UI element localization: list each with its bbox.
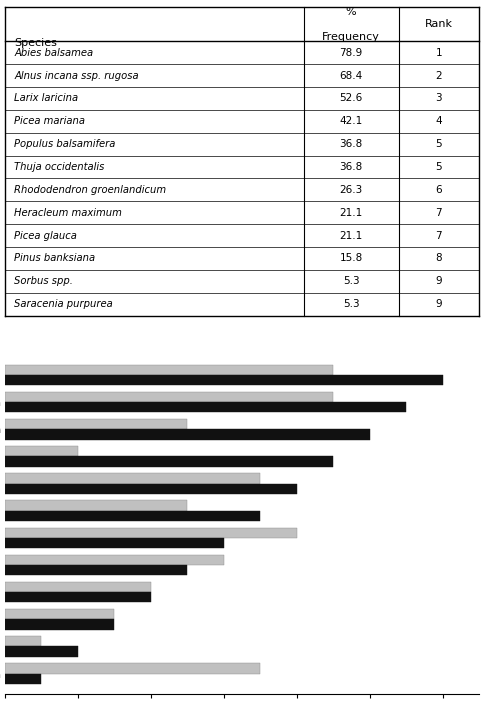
Bar	[5, 554, 224, 565]
Bar	[5, 538, 224, 548]
Text: 21.1: 21.1	[339, 231, 363, 240]
Text: Alnus incana ssp. rugosa: Alnus incana ssp. rugosa	[15, 71, 139, 81]
Text: 3: 3	[436, 93, 442, 104]
Text: Pinus banksiana: Pinus banksiana	[15, 254, 95, 264]
Bar	[5, 646, 78, 657]
Bar	[5, 609, 114, 619]
Text: 8: 8	[436, 254, 442, 264]
Text: Abies balsamea: Abies balsamea	[15, 48, 93, 57]
Text: 5: 5	[436, 139, 442, 149]
Bar	[5, 484, 297, 494]
Text: 15.8: 15.8	[339, 254, 363, 264]
Bar	[5, 402, 406, 412]
Text: Sorbus spp.: Sorbus spp.	[15, 276, 73, 286]
Bar	[5, 528, 297, 538]
Text: Heracleum maximum: Heracleum maximum	[15, 207, 122, 218]
Text: 5.3: 5.3	[343, 299, 360, 309]
Bar	[5, 636, 41, 646]
Bar	[5, 510, 260, 521]
Text: 36.8: 36.8	[339, 139, 363, 149]
Text: Picea glauca: Picea glauca	[15, 231, 77, 240]
Text: Populus balsamifera: Populus balsamifera	[15, 139, 116, 149]
Text: 9: 9	[436, 299, 442, 309]
Text: Rank: Rank	[425, 19, 453, 29]
Bar	[5, 429, 370, 440]
Text: 68.4: 68.4	[339, 71, 363, 81]
Bar	[5, 674, 41, 684]
Text: Species: Species	[15, 38, 57, 48]
Bar	[5, 456, 333, 467]
Text: Picea mariana: Picea mariana	[15, 116, 85, 126]
Text: Frequency: Frequency	[322, 32, 380, 41]
Bar	[5, 619, 114, 629]
Bar	[5, 446, 78, 456]
Text: 6: 6	[436, 185, 442, 195]
Text: Thuja occidentalis: Thuja occidentalis	[15, 162, 105, 172]
Bar	[5, 565, 187, 576]
Bar	[5, 473, 260, 484]
Bar	[5, 582, 151, 592]
Bar	[5, 392, 333, 402]
Text: 52.6: 52.6	[339, 93, 363, 104]
Text: 36.8: 36.8	[339, 162, 363, 172]
Bar	[5, 419, 187, 429]
Text: 7: 7	[436, 207, 442, 218]
Text: 4: 4	[436, 116, 442, 126]
Text: 5: 5	[436, 162, 442, 172]
Bar	[5, 375, 443, 386]
Text: 5.3: 5.3	[343, 276, 360, 286]
Text: Rhododendron groenlandicum: Rhododendron groenlandicum	[15, 185, 166, 195]
Text: 21.1: 21.1	[339, 207, 363, 218]
Bar	[5, 663, 260, 674]
Text: 2: 2	[436, 71, 442, 81]
Text: Larix laricina: Larix laricina	[15, 93, 78, 104]
Text: 26.3: 26.3	[339, 185, 363, 195]
Text: 9: 9	[436, 276, 442, 286]
Text: 7: 7	[436, 231, 442, 240]
Text: %: %	[346, 7, 356, 17]
Bar	[5, 365, 333, 375]
Bar	[5, 592, 151, 602]
Text: 1: 1	[436, 48, 442, 57]
Text: Saracenia purpurea: Saracenia purpurea	[15, 299, 113, 309]
Text: 78.9: 78.9	[339, 48, 363, 57]
Bar	[5, 501, 187, 510]
Text: 42.1: 42.1	[339, 116, 363, 126]
